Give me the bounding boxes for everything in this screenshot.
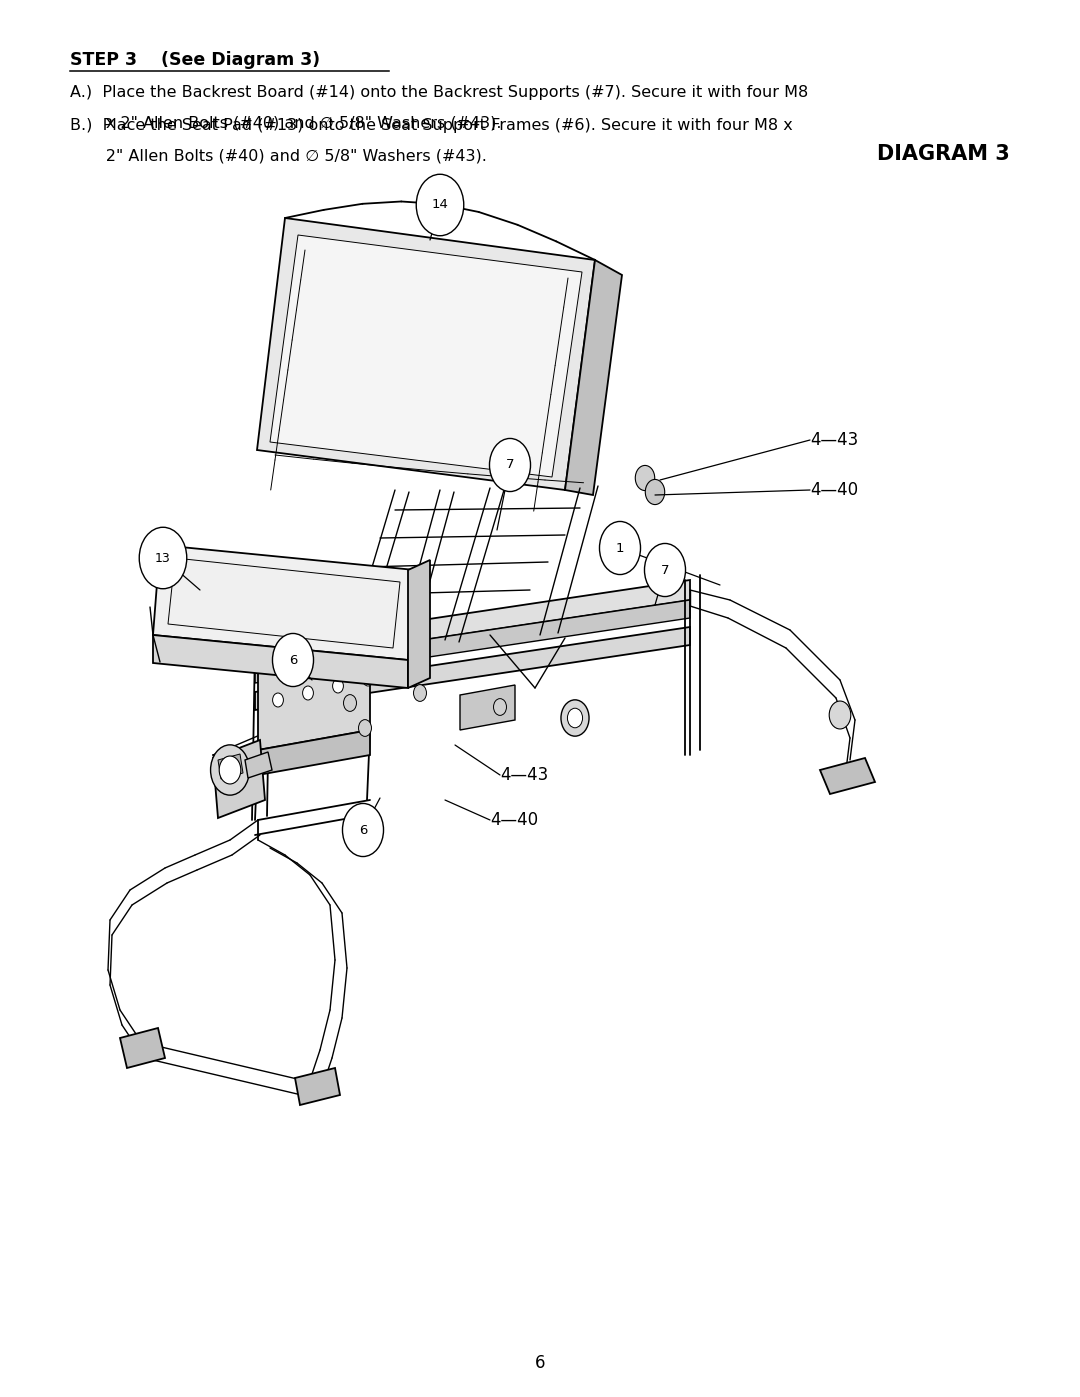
Circle shape <box>829 701 851 729</box>
Text: 4—40: 4—40 <box>810 481 859 499</box>
Polygon shape <box>258 648 370 750</box>
Circle shape <box>272 633 313 686</box>
Text: 6: 6 <box>288 654 297 666</box>
Polygon shape <box>153 545 415 659</box>
Polygon shape <box>255 627 690 710</box>
Text: A.)  Place the Backrest Board (#14) onto the Backrest Supports (#7). Secure it w: A.) Place the Backrest Board (#14) onto … <box>70 84 809 99</box>
Text: 4—40: 4—40 <box>490 812 538 828</box>
Circle shape <box>567 708 582 728</box>
Circle shape <box>599 521 640 574</box>
Text: DIAGRAM 3: DIAGRAM 3 <box>877 144 1010 163</box>
Polygon shape <box>408 560 430 687</box>
Text: 4—43: 4—43 <box>810 432 859 448</box>
Polygon shape <box>255 599 690 683</box>
Circle shape <box>645 543 686 597</box>
Circle shape <box>272 693 283 707</box>
Circle shape <box>219 756 241 784</box>
Polygon shape <box>245 752 272 778</box>
Circle shape <box>494 698 507 715</box>
Circle shape <box>333 679 343 693</box>
Polygon shape <box>258 731 370 775</box>
Circle shape <box>635 465 654 490</box>
Circle shape <box>363 672 374 686</box>
Text: 7: 7 <box>661 563 670 577</box>
Circle shape <box>211 745 249 795</box>
Polygon shape <box>153 636 408 687</box>
Circle shape <box>139 527 187 588</box>
Polygon shape <box>213 740 265 819</box>
Text: B.)  Place the Seat Pad (#13) onto the Seat Support Frames (#6). Secure it with : B.) Place the Seat Pad (#13) onto the Se… <box>70 119 793 133</box>
Text: 1: 1 <box>616 542 624 555</box>
Circle shape <box>645 479 664 504</box>
Circle shape <box>342 803 383 856</box>
Text: 4—43: 4—43 <box>500 766 549 784</box>
Polygon shape <box>295 1067 340 1105</box>
Circle shape <box>302 686 313 700</box>
Circle shape <box>489 439 530 492</box>
Polygon shape <box>218 754 243 780</box>
Circle shape <box>414 685 427 701</box>
Circle shape <box>343 694 356 711</box>
Text: 14: 14 <box>432 198 448 211</box>
Text: 7: 7 <box>505 458 514 472</box>
Polygon shape <box>565 260 622 495</box>
Polygon shape <box>820 759 875 793</box>
Text: 2" Allen Bolts (#40) and ∅ 5/8" Washers (#43).: 2" Allen Bolts (#40) and ∅ 5/8" Washers … <box>70 149 487 163</box>
Text: 6: 6 <box>359 823 367 837</box>
Polygon shape <box>270 235 582 476</box>
Circle shape <box>393 665 404 679</box>
Polygon shape <box>255 580 690 665</box>
Text: x 2" Allen Bolts (#40) and ∅ 5/8" Washers (#43).: x 2" Allen Bolts (#40) and ∅ 5/8" Washer… <box>70 116 502 130</box>
Circle shape <box>416 175 463 236</box>
Circle shape <box>359 719 372 736</box>
Text: 13: 13 <box>156 552 171 564</box>
Text: 6: 6 <box>535 1354 545 1372</box>
Polygon shape <box>120 1028 165 1067</box>
Polygon shape <box>460 685 515 731</box>
Text: STEP 3    (See Diagram 3): STEP 3 (See Diagram 3) <box>70 50 321 68</box>
Polygon shape <box>257 218 595 490</box>
Circle shape <box>561 700 589 736</box>
